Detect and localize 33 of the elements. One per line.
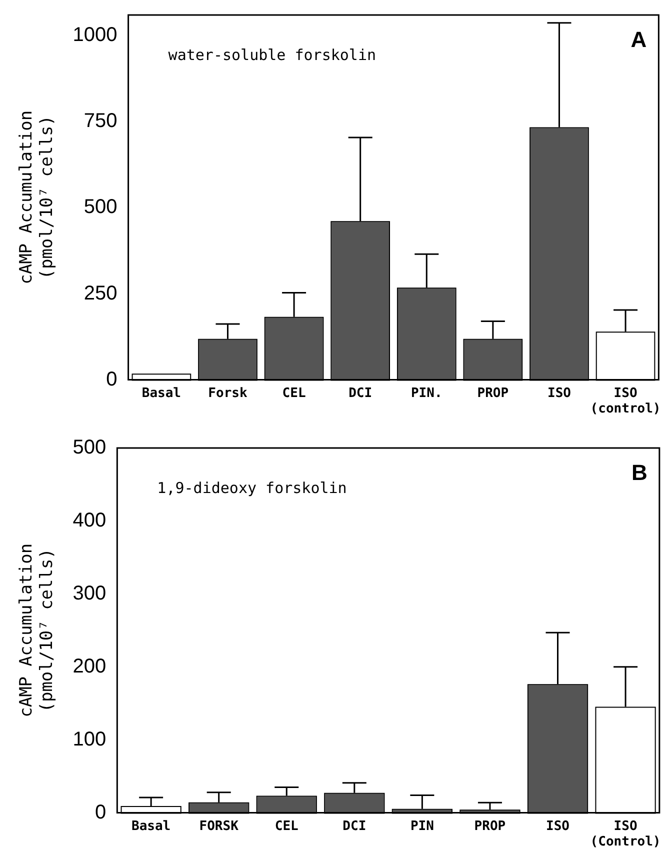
x-tick-label: Basal	[142, 386, 182, 401]
y-axis-title: cAMP Accumulation (pmol/10⁷ cells)	[16, 543, 58, 718]
x-tick-label: ISO	[546, 818, 570, 834]
x-tick-label: CEL	[282, 386, 306, 401]
x-tick-label: PIN	[410, 818, 434, 834]
y-tick-label: 0	[106, 368, 118, 390]
x-tick-label: ISO	[547, 386, 572, 401]
y-tick-label: 1000	[72, 24, 118, 46]
x-tick-label: Forsk	[208, 386, 248, 401]
x-tick-label: PIN.	[410, 386, 442, 401]
x-tick-label: ISO (Control)	[590, 818, 661, 850]
x-tick-label: CEL	[274, 818, 299, 834]
x-tick-label: DCI	[342, 818, 366, 834]
annotation: B	[632, 460, 648, 485]
x-tick-label: ISO (control)	[590, 386, 661, 417]
y-tick-label: 0	[95, 801, 106, 824]
y-tick-label: 200	[72, 655, 106, 678]
y-tick-label: 100	[72, 728, 106, 750]
y-tick-label: 750	[84, 110, 118, 132]
annotation: water-soluble forskolin	[168, 46, 376, 64]
x-tick-label: PROP	[474, 818, 506, 834]
x-tick-label: DCI	[348, 386, 372, 401]
y-tick-label: 500	[72, 436, 106, 459]
y-tick-label: 250	[84, 282, 118, 304]
y-tick-label: 400	[72, 509, 106, 532]
x-tick-label: PROP	[477, 386, 509, 401]
x-tick-label: FORSK	[199, 818, 239, 834]
annotation: 1,9-dideoxy forskolin	[157, 479, 347, 497]
y-axis-title: cAMP Accumulation (pmol/10⁷ cells)	[16, 110, 58, 284]
x-tick-label: Basal	[131, 818, 171, 834]
annotation: A	[630, 27, 647, 52]
y-tick-label: 500	[84, 196, 118, 218]
y-tick-label: 300	[72, 582, 106, 604]
